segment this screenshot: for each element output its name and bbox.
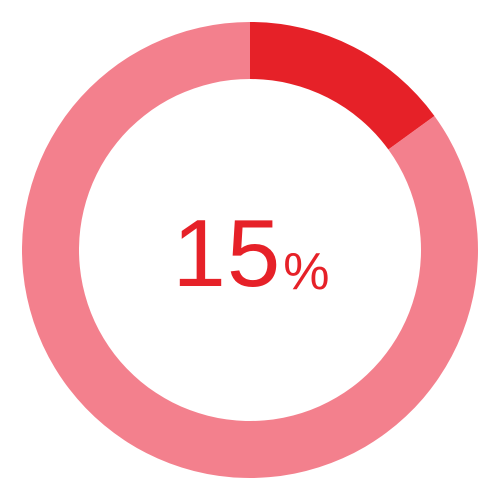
donut-slice-value: [250, 22, 435, 150]
donut-slices: [21, 22, 478, 478]
